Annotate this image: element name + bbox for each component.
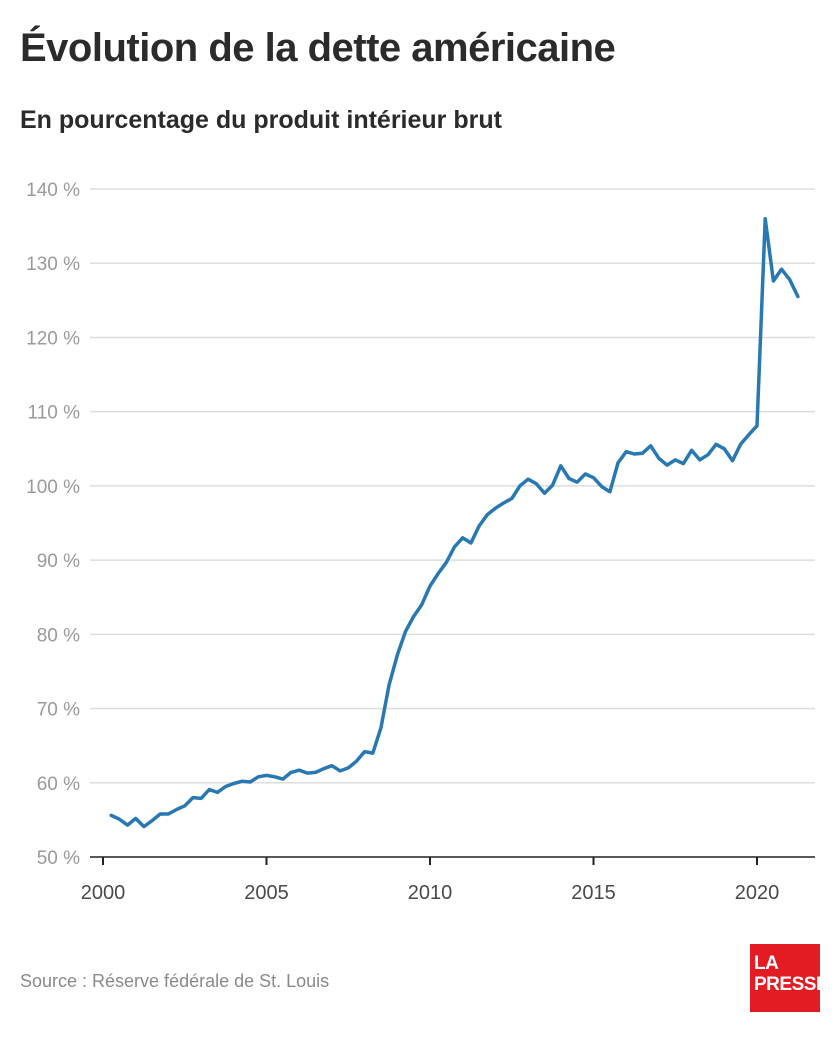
gridlines [90,188,815,784]
logo-line-2: PRESSE [754,974,829,995]
y-tick-label: 90 % [37,551,80,572]
y-tick-label: 80 % [37,625,80,646]
y-tick-label: 100 % [26,477,80,498]
line-chart: 50 % 60 % 70 % 80 % 90 % 100 % 110 % 120 % 130 %… [26,180,815,904]
x-tick-label: 2015 [571,882,616,904]
y-tick-label: 120 % [26,328,80,349]
y-tick-label: 130 % [26,254,80,275]
x-tick-label: 2020 [735,882,780,904]
x-tick-label: 2000 [81,882,126,904]
debt-series-line [109,216,800,829]
la-presse-logo: LA PRESSE [750,944,829,1012]
y-tick-label: 140 % [26,180,80,201]
chart-title: Évolution de la dette américaine [20,26,616,70]
chart-subtitle: En pourcentage du produit intérieur brut [20,106,502,134]
series-layer [109,216,800,829]
logo-line-1: LA [754,953,779,974]
y-tick-label: 60 % [37,774,80,795]
y-tick-label: 110 % [28,403,81,424]
x-axis: 2000 2005 2010 2015 2020 [81,856,815,904]
y-tick-label: 70 % [37,700,80,721]
source-note: Source : Réserve fédérale de St. Louis [20,971,330,991]
y-tick-label: 50 % [37,848,80,869]
y-axis-labels: 50 % 60 % 70 % 80 % 90 % 100 % 110 % 120 % 130 %… [26,180,80,869]
x-tick-label: 2005 [244,882,289,904]
x-tick-label: 2010 [408,882,453,904]
